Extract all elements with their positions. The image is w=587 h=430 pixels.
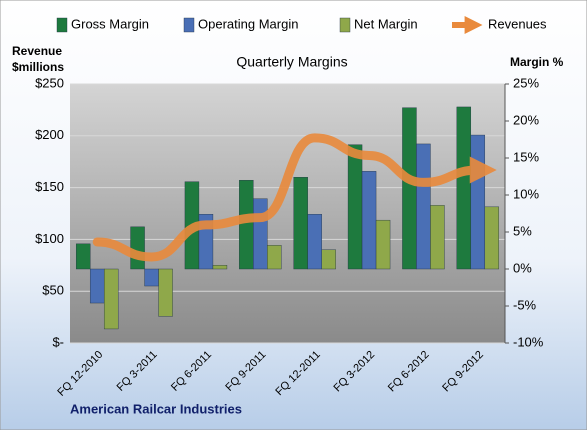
legend-label: Net Margin [354,16,418,31]
y-axis-title: Revenue [12,44,62,58]
y-axis-title: $millions [12,60,64,74]
legend-label: Revenues [488,16,547,31]
y-tick-label: $150 [35,179,64,194]
bar [103,268,119,330]
y2-tick-label: 15% [513,149,539,164]
bar [212,265,228,270]
y2-tick-label: -5% [513,297,537,312]
bar [89,268,105,304]
y2-tick-label: 10% [513,186,539,201]
y-tick-label: $200 [35,127,64,142]
bar [321,249,336,270]
y2-tick-label: 0% [513,260,532,275]
legend-label: Gross Margin [71,16,149,31]
y2-tick-label: 25% [513,75,539,90]
bar [75,243,91,270]
bar [253,198,268,270]
bar [375,219,391,270]
bar [456,106,472,270]
bar [402,107,417,270]
footer: American Railcar Industries [70,401,242,416]
y-tick-label: $100 [35,231,64,246]
y2-tick-label: -10% [513,334,544,349]
y-tick-label: $- [52,334,64,349]
bar [239,179,254,270]
legend-label: Operating Margin [198,16,298,31]
legend-marker [56,17,68,33]
bar [144,268,159,287]
y2-tick-label: 20% [513,112,539,127]
bar [158,268,173,317]
bar [130,226,145,270]
bar [267,245,282,270]
bar [361,171,377,270]
bar [347,144,363,270]
bar [484,206,500,270]
legend-marker [183,17,195,33]
y2-axis-title: Margin % [510,55,564,69]
legend-marker [339,17,351,33]
y-tick-label: $50 [42,283,64,298]
bar [430,205,445,270]
bar [307,214,322,270]
y-tick-label: $250 [35,75,64,90]
bar [416,143,431,270]
bar [470,134,486,270]
y2-tick-label: 5% [513,223,532,238]
chart-title: Quarterly Margins [236,54,347,70]
bar [293,177,308,270]
line [92,133,497,262]
